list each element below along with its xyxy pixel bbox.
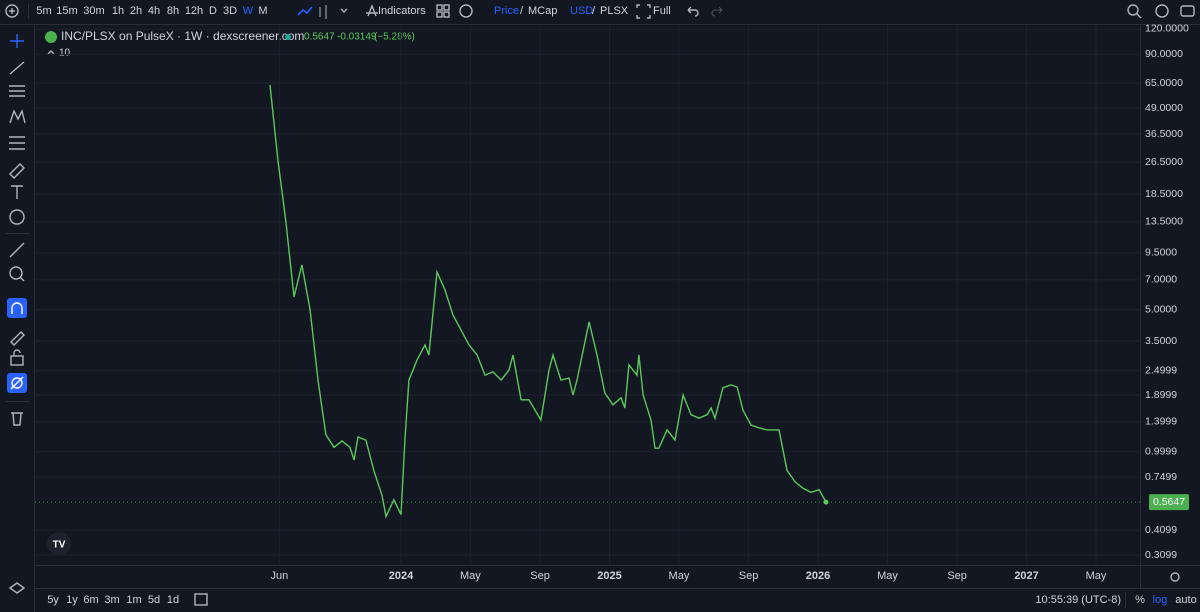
redo-icon[interactable]	[711, 6, 723, 17]
add-symbol-icon[interactable]	[5, 4, 19, 18]
legend-change-pct: (−5.28%)	[374, 32, 415, 43]
interval-button[interactable]: 3D	[223, 5, 237, 17]
separator-slash: /	[520, 5, 524, 17]
x-tick-label: May	[669, 570, 690, 582]
chart-title: INC/PLSX on PulseX · 1W · dexscreener.co…	[61, 29, 304, 43]
x-tick-label: Jun	[271, 570, 289, 582]
percent-toggle[interactable]: %	[1135, 594, 1145, 606]
y-tick-label: 36.5000	[1145, 128, 1183, 140]
mcap-toggle[interactable]: MCap	[528, 5, 557, 17]
y-tick-label: 26.5000	[1145, 156, 1183, 168]
interval-button[interactable]: W	[243, 5, 254, 17]
x-tick-label: May	[1086, 570, 1107, 582]
x-tick-label: 2026	[806, 570, 830, 582]
auto-toggle[interactable]: auto	[1175, 594, 1196, 606]
last-point	[823, 499, 829, 505]
x-tick-label: 2025	[597, 570, 621, 582]
last-price-label: 0.5647	[1153, 496, 1185, 508]
y-tick-label: 49.0000	[1145, 102, 1183, 114]
y-tick-label: 1.8999	[1145, 389, 1177, 401]
fullscreen-icon[interactable]	[636, 4, 651, 19]
range-button[interactable]: 3m	[104, 594, 119, 606]
dropdown-icon[interactable]	[340, 8, 348, 13]
x-tick-label: 2027	[1014, 570, 1038, 582]
date-range-icon[interactable]	[194, 593, 208, 606]
indicators-icon[interactable]	[366, 4, 378, 17]
interval-button[interactable]: M	[258, 5, 267, 17]
y-tick-label: 7.0000	[1145, 274, 1177, 286]
y-tick-label: 18.5000	[1145, 188, 1183, 200]
y-tick-label: 65.0000	[1145, 77, 1183, 89]
range-button[interactable]: 1d	[167, 594, 179, 606]
indicators-button[interactable]: Indicators	[378, 5, 426, 17]
range-button[interactable]: 6m	[83, 594, 98, 606]
interval-button[interactable]: 2h	[130, 5, 142, 17]
x-tick-label: Sep	[530, 570, 550, 582]
y-tick-label: 1.3999	[1145, 416, 1177, 428]
legend-last: 0.5647	[304, 32, 335, 43]
y-tick-label: 120.0000	[1145, 23, 1189, 35]
separator-slash: /	[592, 5, 596, 17]
dex-logo	[45, 31, 57, 43]
y-tick-label: 3.5000	[1145, 335, 1177, 347]
camera-icon[interactable]	[1180, 5, 1195, 17]
y-tick-label: 9.5000	[1145, 247, 1177, 259]
snapshot-icon[interactable]	[459, 4, 473, 18]
price-toggle[interactable]: Price	[494, 5, 519, 17]
y-tick-label: 0.7499	[1145, 471, 1177, 483]
interval-button[interactable]: 4h	[148, 5, 160, 17]
chart-type-icon[interactable]	[297, 6, 313, 16]
range-button[interactable]: 1m	[126, 594, 141, 606]
status-dot	[285, 34, 291, 40]
log-toggle[interactable]: log	[1153, 594, 1168, 606]
plsx-toggle[interactable]: PLSX	[600, 5, 629, 17]
tv-logo	[47, 532, 71, 556]
settings-icon[interactable]	[1155, 4, 1169, 18]
layouts-icon[interactable]	[436, 4, 450, 18]
clock: 10:55:39 (UTC-8)	[1035, 594, 1121, 606]
last-price-tag	[1149, 494, 1189, 511]
range-button[interactable]: 1y	[66, 594, 78, 606]
y-tick-label: 0.4099	[1145, 524, 1177, 536]
y-tick-label: 13.5000	[1145, 216, 1183, 228]
interval-button[interactable]: 1h	[112, 5, 124, 17]
x-tick-label: Sep	[947, 570, 967, 582]
sidebar-tools[interactable]	[8, 302, 26, 594]
interval-button[interactable]: 8h	[167, 5, 179, 17]
interval-button[interactable]: 5m	[36, 5, 51, 17]
range-button[interactable]: 5d	[148, 594, 160, 606]
x-tick-label: 2024	[389, 570, 414, 582]
y-tick-label: 5.0000	[1145, 303, 1177, 315]
undo-icon[interactable]	[687, 6, 699, 17]
legend-change: -0.03149	[337, 32, 377, 43]
collapse-icon[interactable]	[47, 50, 55, 55]
full-button[interactable]: Full	[653, 5, 671, 17]
candles-icon[interactable]	[319, 5, 327, 19]
interval-button[interactable]: 30m	[83, 5, 104, 17]
x-tick-label: Sep	[739, 570, 759, 582]
axis-settings-icon[interactable]	[1170, 572, 1180, 582]
tv-logo-mark: TV	[53, 540, 66, 551]
interval-button[interactable]: D	[209, 5, 217, 17]
y-tick-label: 2.4999	[1145, 365, 1177, 377]
usd-toggle[interactable]: USD	[570, 5, 593, 17]
search-icon[interactable]	[1127, 4, 1142, 19]
range-button[interactable]: 5y	[47, 594, 59, 606]
x-tick-label: May	[460, 570, 481, 582]
x-tick-label: May	[877, 570, 898, 582]
price-line	[269, 84, 827, 519]
interval-button[interactable]: 12h	[185, 5, 203, 17]
y-tick-label: 90.0000	[1145, 48, 1183, 60]
y-tick-label: 0.3099	[1145, 549, 1177, 561]
magnet-active[interactable]	[7, 298, 27, 318]
drawing-tools[interactable]	[9, 34, 26, 282]
y-tick-label: 0.9999	[1145, 445, 1177, 457]
interval-button[interactable]: 15m	[56, 5, 77, 17]
indicator-value: 10	[59, 48, 71, 59]
